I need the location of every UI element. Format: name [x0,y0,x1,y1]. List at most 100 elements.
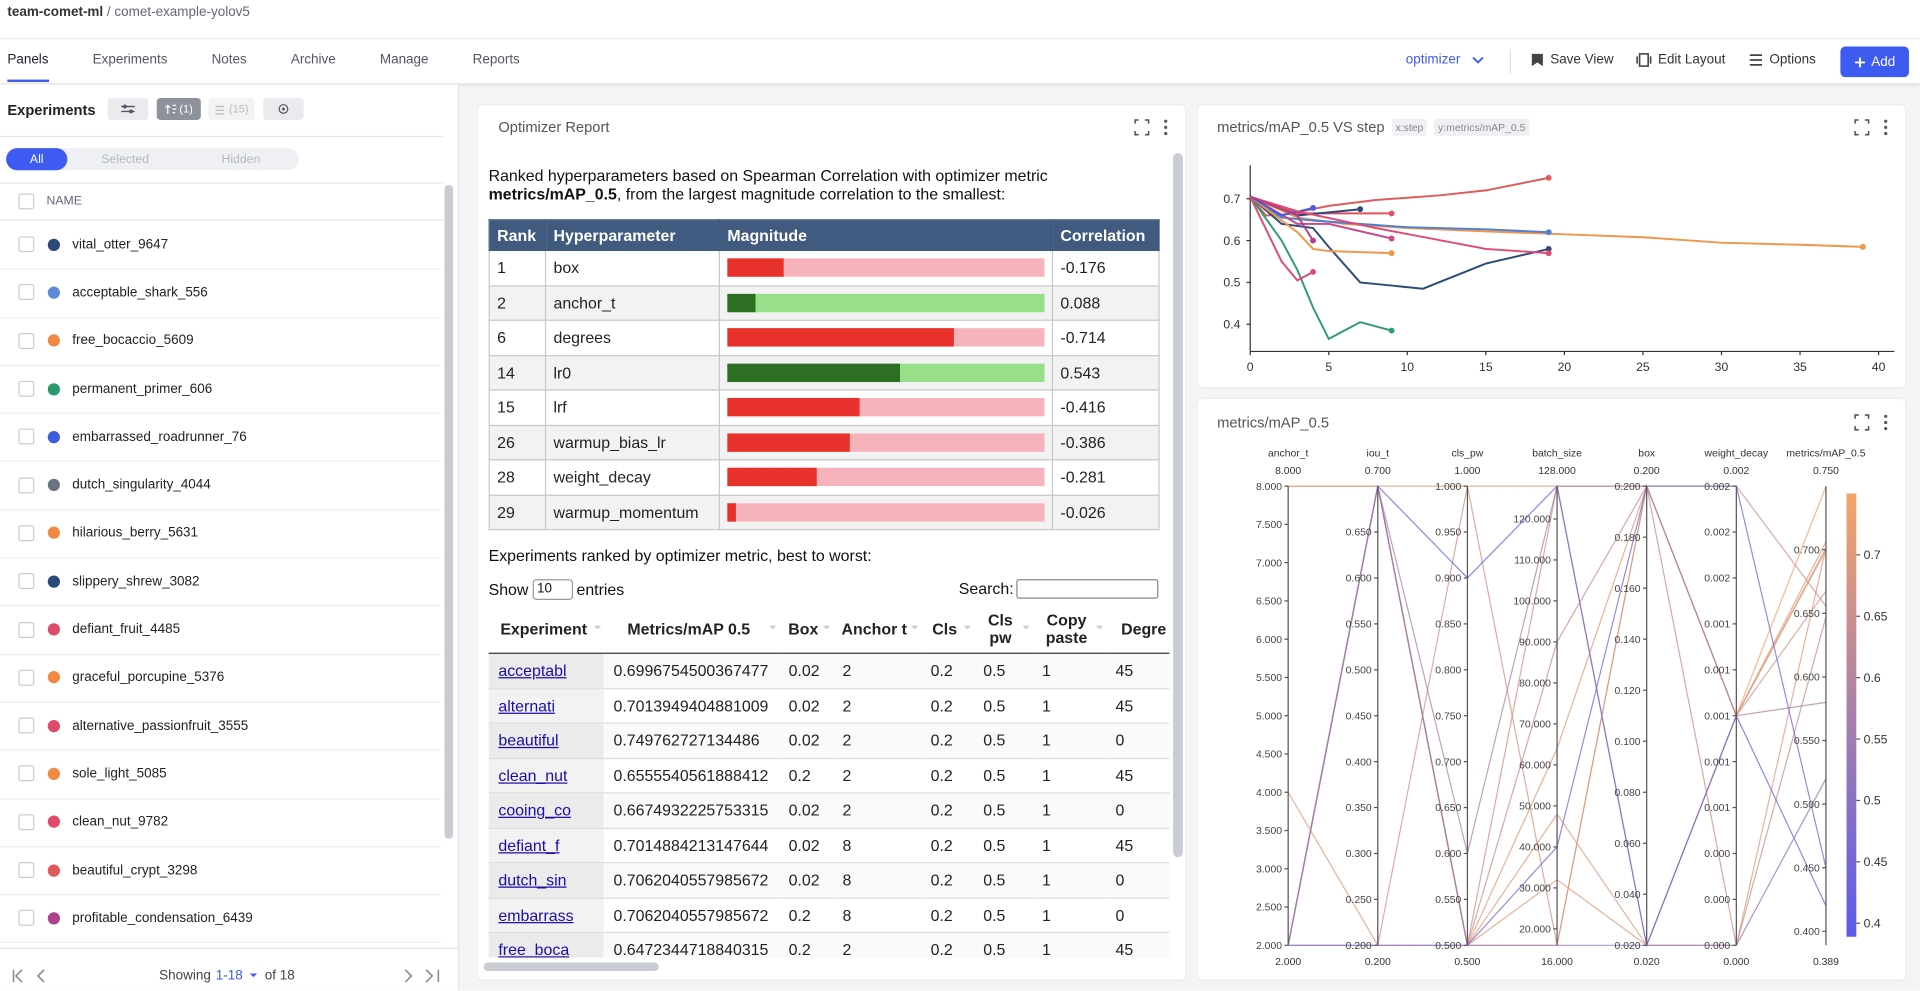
experiment-row[interactable]: vital_otter_9647 [0,220,441,270]
save-view[interactable]: Save View [1531,53,1614,67]
checkbox[interactable] [18,236,35,253]
experiment-row[interactable]: graceful_porcupine_5376 [0,653,441,703]
sort-button[interactable]: (1) [156,97,201,121]
tab[interactable]: Panels [7,53,49,83]
experiment-row[interactable]: sole_light_5085 [0,750,441,800]
experiment-row[interactable]: permanent_primer_606 [0,365,441,415]
checkbox[interactable] [18,813,35,830]
value-cell: 0.2 [920,896,974,933]
experiment-row[interactable]: beautiful_crypt_3298 [0,846,441,896]
next-last[interactable] [402,969,444,984]
tab[interactable]: Reports [472,52,520,68]
experiment-row[interactable]: profitable_condensation_6439 [0,894,441,943]
experiment-row[interactable]: defiant_fruit_4485 [0,605,441,655]
columns-button[interactable] [263,97,304,121]
visibility-toggle: All Selected Hidden [6,148,299,171]
experiment-row[interactable]: hilarious_berry_5631 [0,509,441,559]
checkbox[interactable] [18,765,35,782]
checkbox[interactable] [18,669,35,686]
add-button[interactable]: Add [1840,46,1909,78]
search-input[interactable] [1016,579,1159,599]
tab[interactable]: Archive [290,52,336,68]
project[interactable]: comet-example-yolov5 [114,4,250,20]
experiment-list: vital_otter_9647 acceptable_shark_556 free… [0,220,443,943]
experiment-row[interactable]: free_bocaccio_5609 [0,317,441,366]
experiment-name: permanent_primer_606 [72,381,213,397]
checkbox[interactable] [18,284,35,301]
experiment-row[interactable]: clean_nut_9782 [0,798,441,848]
checkbox[interactable] [18,193,35,210]
value-cell: 0.2 [920,652,974,689]
column-header[interactable]: Cls pw [973,606,1033,654]
select-all[interactable] [18,193,35,215]
column-header[interactable]: Metrics/mAP 0.5 [603,606,779,654]
checkbox[interactable] [18,862,35,878]
panel-actions[interactable] [1134,119,1173,136]
scrollbar[interactable] [444,184,454,839]
column-header[interactable]: Anchor t [832,606,921,654]
panel-actions[interactable] [1854,119,1893,136]
first-prev[interactable] [10,969,59,984]
tab[interactable]: Notes [211,52,247,68]
experiment-link[interactable]: alternati [498,696,556,715]
checkbox[interactable] [18,621,35,638]
color-dot [47,815,61,829]
icon [164,103,176,114]
column-header[interactable]: Box [778,606,833,654]
group-button[interactable]: (15) [208,97,255,121]
checkbox[interactable] [18,477,35,494]
checkbox[interactable] [18,525,35,542]
checkbox[interactable] [18,332,35,349]
checkbox[interactable] [18,428,35,445]
toggle[interactable]: All [6,148,68,171]
column-header[interactable]: Degre [1105,606,1170,654]
tick-label: 0.001 [1704,665,1730,676]
magnitude-bar [727,328,954,347]
experiment-link[interactable]: dutch_sin [498,870,567,890]
column-header[interactable]: Experiment [488,606,604,654]
options[interactable]: Options [1749,53,1816,67]
tab[interactable]: Experiments [92,52,168,68]
experiment-row[interactable]: acceptable_shark_556 [0,269,441,318]
checkbox[interactable] [18,573,35,590]
workspace[interactable]: team-comet-ml [7,4,104,20]
experiment-row[interactable]: embarrassed_roadrunner_76 [0,413,441,463]
hyperparameter: box [544,249,721,286]
entries-select[interactable]: 10 [532,579,573,601]
experiment-link[interactable]: free_boca [498,940,570,958]
panel-actions[interactable] [1854,414,1893,431]
checkbox[interactable] [18,910,35,927]
filter-button[interactable] [107,97,149,121]
experiment-link[interactable]: cooing_co [498,801,571,820]
experiment-link[interactable]: beautiful [498,731,559,750]
value-cell: 0.6674932225753315 [603,792,779,828]
checkbox[interactable] [18,380,35,397]
experiment-name: defiant_fruit_4485 [72,622,181,637]
h-scrollbar[interactable] [483,962,659,972]
experiment-row[interactable]: alternative_passionfruit_3555 [0,702,441,751]
tick-label: 0.900 [1435,574,1461,585]
column-header[interactable]: Cls [920,606,974,654]
toggle[interactable]: Selected [101,152,150,166]
x-tick-label: 0 [1247,360,1254,374]
checkbox[interactable] [18,717,35,734]
experiment-link[interactable]: embarrass [498,905,574,925]
experiment-link[interactable]: acceptabl [498,661,567,680]
range[interactable]: 1-18 [215,968,243,984]
value-cell: 0.02 [778,792,833,828]
tick-label: 0.600 [1346,574,1372,585]
tab[interactable]: Manage [379,52,429,68]
scrollbar[interactable] [1173,153,1183,858]
experiment-row[interactable]: slippery_shrew_3082 [0,557,441,607]
x-tick-label: 35 [1793,360,1807,374]
experiment-link[interactable]: clean_nut [498,766,568,785]
column-header[interactable]: Copy paste [1032,606,1106,654]
toggle[interactable]: Hidden [221,152,261,166]
magnitude-track [727,328,1045,347]
experiment-link[interactable]: defiant_f [498,836,560,855]
edit-layout[interactable]: Edit Layout [1636,53,1725,67]
experiment-row[interactable]: dutch_singularity_4044 [0,461,441,511]
view-select[interactable]: optimizer [1406,53,1486,67]
column-header[interactable]: NAME [46,194,82,209]
